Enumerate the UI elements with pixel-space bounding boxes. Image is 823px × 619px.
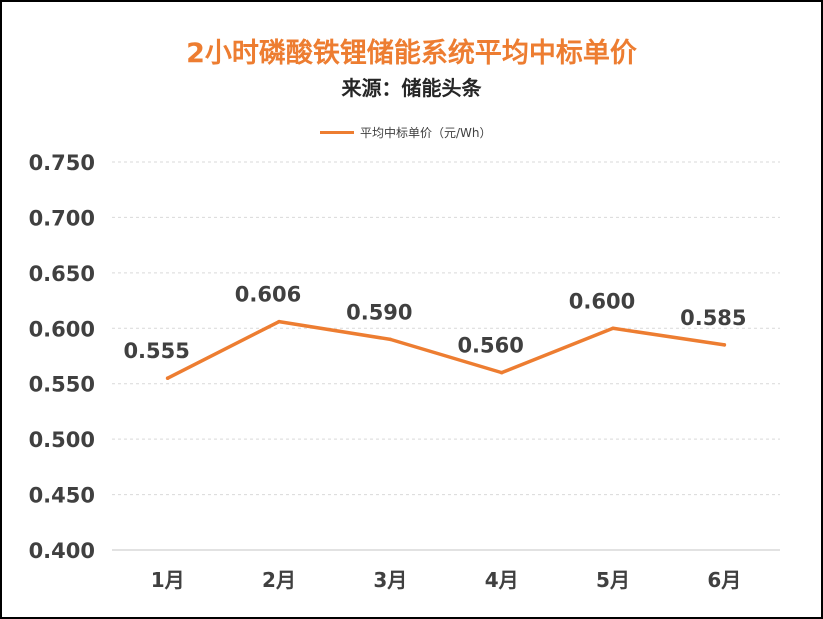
y-tick-label: 0.550 xyxy=(29,373,95,397)
data-point xyxy=(165,376,170,380)
x-tick-label: 4月 xyxy=(485,568,519,592)
y-tick-label: 0.650 xyxy=(29,262,95,286)
data-label: 0.600 xyxy=(569,289,635,313)
legend-label: 平均中标单价（元/Wh） xyxy=(360,125,492,140)
data-label: 0.606 xyxy=(235,283,301,307)
legend-swatch xyxy=(320,130,354,134)
y-tick-label: 0.500 xyxy=(29,428,95,452)
y-tick-label: 0.600 xyxy=(29,317,95,341)
data-point xyxy=(611,326,615,331)
data-point xyxy=(388,337,393,342)
data-label: 0.560 xyxy=(457,334,523,358)
y-tick-label: 0.750 xyxy=(29,151,95,175)
x-tick-label: 2月 xyxy=(262,568,296,592)
y-tick-label: 0.700 xyxy=(29,206,95,230)
y-tick-label: 0.400 xyxy=(29,539,95,563)
x-tick-label: 3月 xyxy=(373,568,407,592)
chart-title: 2小时磷酸铁锂储能系统平均中标单价 xyxy=(186,38,637,69)
data-label: 0.590 xyxy=(346,300,412,324)
x-tick-label: 5月 xyxy=(596,568,630,592)
series-line xyxy=(165,319,727,380)
chart-subtitle: 来源：储能头条 xyxy=(341,76,482,100)
x-tick-label: 1月 xyxy=(151,568,185,592)
data-label: 0.585 xyxy=(680,306,746,330)
y-tick-label: 0.450 xyxy=(29,484,95,508)
x-tick-label: 6月 xyxy=(707,568,741,592)
data-point xyxy=(722,343,727,347)
data-label: 0.555 xyxy=(123,339,189,363)
data-point xyxy=(277,319,281,324)
legend: 平均中标单价（元/Wh） xyxy=(320,122,492,142)
data-point xyxy=(499,370,504,375)
